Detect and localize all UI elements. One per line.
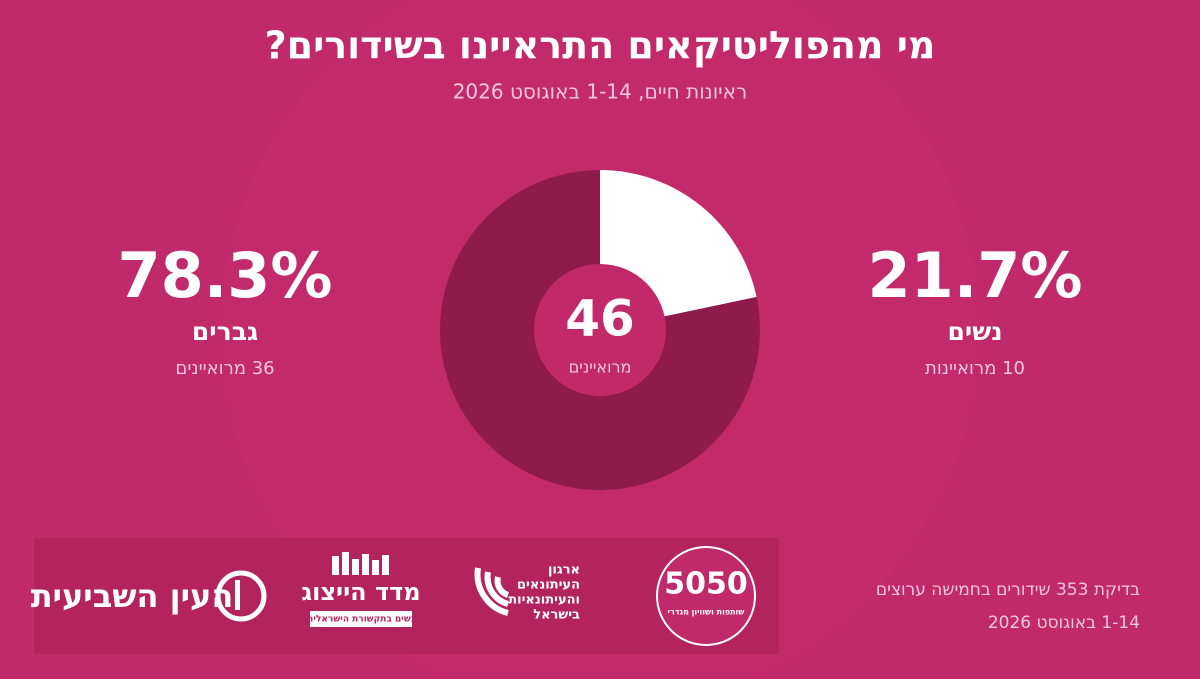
logo-5050 — [656, 546, 756, 646]
logo-text: העיתונאים — [517, 578, 580, 593]
logo-text: שותפות ושוויון מגדרי — [668, 608, 745, 617]
logo-index-bar — [310, 611, 412, 627]
logo-text: מדד הייצוג — [301, 578, 420, 606]
logo-eye-icon — [235, 580, 240, 610]
logo-text: העין השביעית — [31, 577, 234, 615]
logo-eye-icon — [215, 570, 267, 622]
category-label: נשים — [947, 317, 1002, 346]
count-label: 36 מרואיינים — [175, 358, 274, 379]
chart-title: מי מהפוליטיקאים התראיינו בשידורים? — [265, 24, 936, 68]
logo-text: נשים בתקשורת הישראלית — [307, 615, 415, 625]
logo-band — [34, 538, 779, 654]
logo-union-icon — [474, 567, 510, 616]
count-label: 10 מרואיינות — [925, 358, 1025, 379]
logo-text: 5050 — [664, 567, 748, 602]
value-label: 78.3% — [117, 239, 332, 312]
center-label: מרואיינים — [569, 358, 632, 377]
donut-hole — [534, 264, 666, 396]
center-value: 46 — [565, 290, 635, 348]
footer-line: 1-14 באוגוסט 2026 — [988, 613, 1140, 633]
logo-text: בישראל — [533, 608, 580, 623]
category-label: גברים — [192, 317, 258, 346]
logo-index-icon — [332, 552, 389, 575]
chart-subtitle: ראיונות חיים, 1-14 באוגוסט 2026 — [453, 80, 748, 104]
value-label: 21.7% — [867, 239, 1082, 312]
footer-line: בדיקת 353 שידורים בחמישה ערוצים — [876, 580, 1140, 600]
logo-text: והעיתונאיות — [508, 593, 580, 608]
logo-text: ארגון — [548, 563, 580, 578]
